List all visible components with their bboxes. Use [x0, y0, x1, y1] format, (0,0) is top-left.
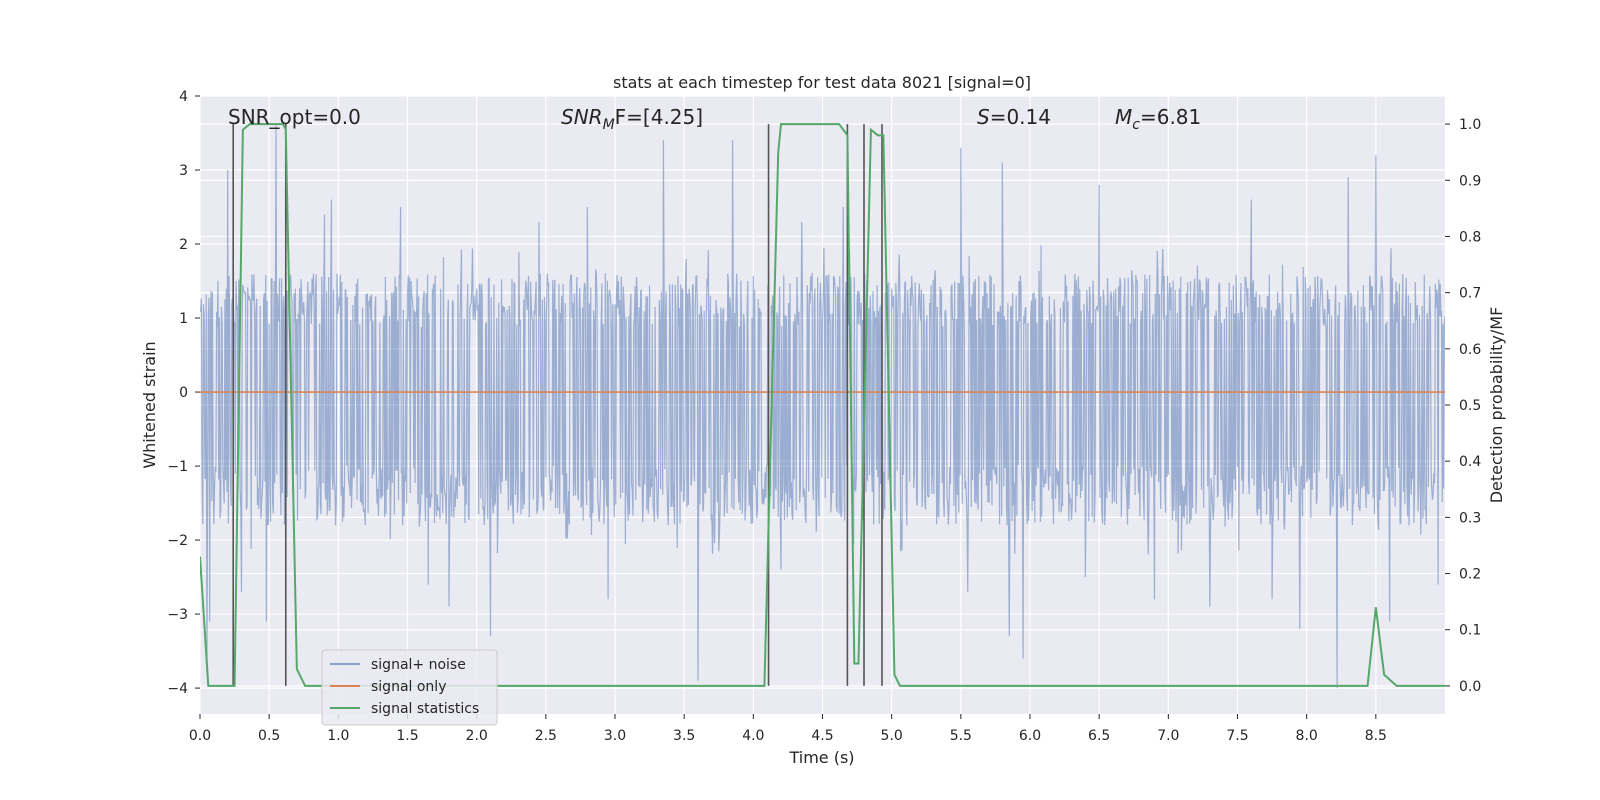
legend-label-signal-noise: signal+ noise [371, 657, 466, 673]
series-signal-noise [200, 125, 1445, 689]
left-y-tick-label: −3 [167, 607, 188, 623]
left-y-tick-label: −4 [167, 681, 188, 697]
left-y-tick-marks [195, 95, 200, 689]
annotation-mc-symbol: M [1115, 105, 1132, 129]
x-tick-label: 8.5 [1365, 728, 1387, 744]
chart-title: stats at each timestep for test data 802… [613, 73, 1031, 92]
right-y-tick-label: 0.5 [1459, 398, 1481, 414]
x-tick-label: 6.5 [1088, 728, 1110, 744]
right-y-tick-label: 1.0 [1459, 117, 1481, 133]
x-tick-label: 1.5 [396, 728, 418, 744]
annotation-s: S=0.14 [977, 105, 1051, 129]
left-y-tick-label: 4 [179, 89, 188, 105]
x-tick-label: 3.5 [673, 728, 695, 744]
left-y-tick-label: −2 [167, 533, 188, 549]
annotation-s-value: =0.14 [990, 105, 1051, 129]
noise-trace [200, 125, 1445, 689]
annotation-s-symbol: S [977, 105, 990, 129]
x-tick-label: 0.5 [258, 728, 280, 744]
annotation-snr-mf-value: F=[4.25] [615, 105, 703, 129]
x-tick-labels: 0.0 0.5 1.0 1.5 2.0 2.5 3.0 3.5 4.0 4.5 5.0 5.5 6.0 6… [189, 728, 1387, 744]
left-y-tick-label: −1 [167, 459, 188, 475]
x-tick-label: 7.5 [1226, 728, 1248, 744]
x-tick-label: 5.0 [881, 728, 903, 744]
x-tick-label: 2.0 [466, 728, 488, 744]
right-y-tick-label: 0.6 [1459, 342, 1481, 358]
right-y-tick-labels: 1.0 0.9 0.8 0.7 0.6 0.5 0.4 0.3 0.2 0.1 0.0 [1459, 117, 1481, 695]
right-y-axis-label: Detection probability/MF [1487, 307, 1506, 504]
x-tick-label: 4.5 [811, 728, 833, 744]
x-tick-label: 4.0 [742, 728, 764, 744]
right-y-tick-label: 0.8 [1459, 229, 1481, 245]
right-y-tick-label: 0.3 [1459, 510, 1481, 526]
x-tick-label: 1.0 [327, 728, 349, 744]
right-y-tick-label: 0.9 [1459, 173, 1481, 189]
annotation-mc-subscript: c [1132, 117, 1140, 133]
series-signal-statistics [200, 123, 1445, 687]
left-y-tick-label: 2 [179, 237, 188, 253]
annotation-snr-mf: SNRMF=[4.25] [561, 105, 703, 133]
left-y-tick-label: 3 [179, 163, 188, 179]
right-y-tick-label: 0.2 [1459, 567, 1481, 583]
right-y-tick-label: 0.4 [1459, 454, 1481, 470]
annotation-snr-opt: SNR_opt=0.0 [228, 105, 361, 129]
x-tick-label: 5.5 [950, 728, 972, 744]
x-tick-label: 0.0 [189, 728, 211, 744]
x-tick-label: 8.0 [1296, 728, 1318, 744]
x-tick-label: 6.0 [1019, 728, 1041, 744]
left-y-tick-labels: 4 3 2 1 0 −1 −2 −3 −4 [167, 89, 188, 697]
left-y-axis-label: Whitened strain [140, 341, 159, 468]
annotation-mc: Mc=6.81 [1115, 105, 1201, 133]
x-tick-label: 2.5 [535, 728, 557, 744]
x-axis-label: Time (s) [788, 748, 854, 767]
annotation-mc-value: =6.81 [1140, 105, 1201, 129]
legend-label-signal-only: signal only [371, 679, 446, 695]
annotation-snr-mf-symbol: SNR [561, 105, 603, 129]
x-tick-label: 7.0 [1157, 728, 1179, 744]
left-y-tick-label: 1 [179, 311, 188, 327]
right-y-tick-label: 0.0 [1459, 679, 1481, 695]
x-tick-label: 3.0 [604, 728, 626, 744]
legend: signal+ noise signal only signal statist… [321, 649, 498, 726]
left-y-tick-label: 0 [179, 385, 188, 401]
right-y-tick-marks [1445, 123, 1450, 687]
annotation-snr-mf-subscript: M [603, 117, 615, 133]
legend-label-signal-statistics: signal statistics [371, 701, 479, 717]
right-y-tick-label: 0.1 [1459, 623, 1481, 639]
right-y-tick-label: 0.7 [1459, 286, 1481, 302]
legend-box [321, 649, 498, 726]
